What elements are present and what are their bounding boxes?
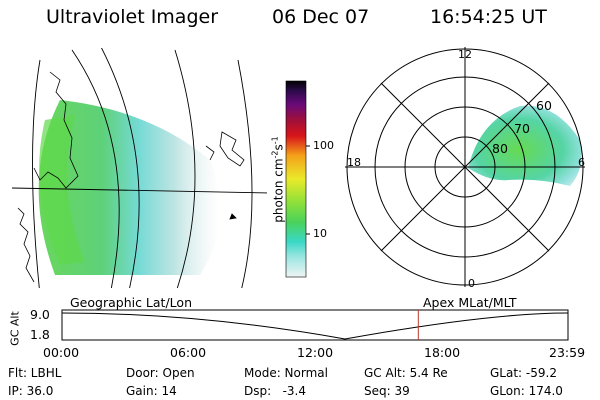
mlt-label-0: 0 — [468, 277, 475, 290]
x-tick-0600: 06:00 — [170, 345, 207, 360]
x-tick-1200: 12:00 — [297, 345, 334, 360]
polar-caption: Apex MLat/MLT — [423, 295, 517, 310]
colorbar-tick-100: 100 — [313, 139, 334, 152]
polar-aurora-region — [468, 105, 582, 186]
mlt-label-6: 6 — [578, 156, 585, 169]
altitude-timeline — [61, 309, 569, 341]
date-display: 06 Dec 07 — [272, 6, 370, 28]
mlat-label-80: 80 — [492, 141, 508, 156]
mlt-label-18: 18 — [347, 156, 361, 169]
colorbar-tick-10: 10 — [313, 227, 327, 240]
status-gc-alt: GC Alt: 5.4 Re — [364, 366, 448, 380]
status-glat: GLat: -59.2 — [490, 366, 557, 380]
time-display: 16:54:25 UT — [430, 6, 547, 28]
status-ip: IP: 36.0 — [8, 384, 54, 398]
map-caption: Geographic Lat/Lon — [70, 295, 192, 310]
x-tick-1800: 18:00 — [424, 345, 461, 360]
app-title: Ultraviolet Imager — [46, 6, 219, 28]
geographic-map — [12, 48, 267, 288]
mlat-label-60: 60 — [536, 98, 552, 113]
status-glon: GLon: 174.0 — [490, 384, 563, 398]
alt-tick-low: 1.8 — [30, 327, 50, 342]
aurora-emission-region — [38, 100, 221, 275]
x-tick-0000: 00:00 — [43, 345, 80, 360]
status-door: Door: Open — [126, 366, 195, 380]
mlt-label-12: 12 — [458, 48, 472, 61]
polar-mlat-mlt-plot — [345, 47, 585, 287]
status-flt: Flt: LBHL — [8, 366, 62, 380]
status-seq: Seq: 39 — [364, 384, 410, 398]
alt-tick-high: 9.0 — [30, 307, 50, 322]
mlat-label-70: 70 — [514, 121, 530, 136]
x-tick-2359: 23:59 — [549, 345, 586, 360]
status-gain: Gain: 14 — [126, 384, 177, 398]
intensity-colorbar — [285, 80, 310, 278]
status-mode: Mode: Normal — [244, 366, 328, 380]
status-dsp: Dsp: -3.4 — [244, 384, 307, 398]
gc-alt-axis-label: GC Alt — [8, 311, 22, 346]
colorbar-units-label: photon cm-2s-1 — [270, 136, 286, 223]
